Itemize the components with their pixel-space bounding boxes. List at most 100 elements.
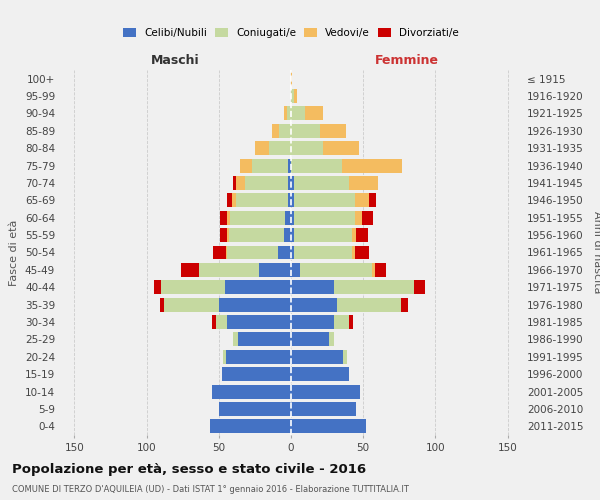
Bar bbox=[212, 315, 291, 329]
Bar bbox=[227, 194, 291, 207]
Bar bbox=[272, 124, 291, 138]
Bar bbox=[291, 384, 360, 398]
Bar bbox=[291, 124, 320, 138]
Bar bbox=[291, 194, 355, 207]
Bar bbox=[213, 246, 291, 260]
Bar bbox=[291, 211, 373, 224]
Bar bbox=[232, 194, 291, 207]
Bar bbox=[291, 246, 294, 260]
Bar bbox=[291, 367, 349, 381]
Bar bbox=[284, 106, 291, 120]
Bar bbox=[233, 332, 291, 346]
Bar bbox=[291, 280, 334, 294]
Bar bbox=[252, 158, 291, 172]
Bar bbox=[291, 176, 294, 190]
Bar bbox=[288, 158, 291, 172]
Bar bbox=[219, 402, 291, 416]
Bar bbox=[210, 420, 291, 434]
Legend: Celibi/Nubili, Coniugati/e, Vedovi/e, Divorziati/e: Celibi/Nubili, Coniugati/e, Vedovi/e, Di… bbox=[121, 26, 461, 40]
Bar bbox=[291, 315, 334, 329]
Bar bbox=[291, 72, 292, 86]
Bar bbox=[199, 263, 291, 277]
Bar bbox=[291, 158, 341, 172]
Bar bbox=[291, 142, 359, 155]
Bar bbox=[210, 420, 291, 434]
Bar bbox=[291, 263, 372, 277]
Bar bbox=[291, 384, 360, 398]
Bar bbox=[241, 158, 291, 172]
Bar bbox=[223, 350, 291, 364]
Bar bbox=[219, 298, 291, 312]
Bar bbox=[291, 211, 294, 224]
Bar bbox=[291, 298, 408, 312]
Bar bbox=[291, 384, 360, 398]
Bar bbox=[259, 263, 291, 277]
Bar bbox=[222, 367, 291, 381]
Bar bbox=[212, 384, 291, 398]
Bar bbox=[291, 420, 366, 434]
Bar bbox=[291, 367, 349, 381]
Bar bbox=[291, 194, 369, 207]
Bar bbox=[291, 367, 349, 381]
Bar bbox=[227, 211, 291, 224]
Bar bbox=[220, 211, 291, 224]
Bar bbox=[291, 228, 294, 242]
Bar bbox=[199, 263, 291, 277]
Text: Maschi: Maschi bbox=[151, 54, 200, 68]
Bar bbox=[222, 367, 291, 381]
Bar bbox=[291, 315, 349, 329]
Bar bbox=[291, 176, 377, 190]
Bar bbox=[284, 228, 291, 242]
Bar bbox=[291, 315, 349, 329]
Bar bbox=[210, 420, 291, 434]
Bar bbox=[291, 332, 334, 346]
Bar bbox=[291, 106, 323, 120]
Bar bbox=[216, 315, 291, 329]
Text: Femmine: Femmine bbox=[374, 54, 439, 68]
Bar bbox=[219, 402, 291, 416]
Bar bbox=[181, 263, 291, 277]
Bar bbox=[291, 280, 425, 294]
Bar bbox=[291, 298, 401, 312]
Bar bbox=[269, 142, 291, 155]
Bar bbox=[255, 142, 291, 155]
Bar bbox=[291, 263, 299, 277]
Bar bbox=[291, 420, 366, 434]
Bar bbox=[291, 298, 401, 312]
Bar bbox=[291, 402, 356, 416]
Bar bbox=[291, 211, 362, 224]
Bar bbox=[216, 315, 291, 329]
Bar bbox=[288, 176, 291, 190]
Text: Popolazione per età, sesso e stato civile - 2016: Popolazione per età, sesso e stato civil… bbox=[12, 462, 366, 475]
Bar bbox=[291, 176, 377, 190]
Bar bbox=[222, 367, 291, 381]
Bar bbox=[161, 280, 291, 294]
Bar bbox=[220, 228, 291, 242]
Bar bbox=[291, 194, 376, 207]
Bar bbox=[291, 124, 346, 138]
Bar bbox=[161, 280, 291, 294]
Bar bbox=[291, 332, 334, 346]
Bar bbox=[291, 158, 402, 172]
Bar bbox=[241, 158, 291, 172]
Bar bbox=[291, 142, 359, 155]
Bar bbox=[224, 280, 291, 294]
Bar bbox=[227, 315, 291, 329]
Bar bbox=[278, 246, 291, 260]
Bar bbox=[287, 106, 291, 120]
Bar bbox=[233, 176, 291, 190]
Bar bbox=[291, 298, 337, 312]
Bar bbox=[291, 106, 305, 120]
Bar bbox=[291, 194, 294, 207]
Bar bbox=[291, 402, 356, 416]
Bar bbox=[291, 350, 347, 364]
Bar bbox=[233, 332, 291, 346]
Bar bbox=[226, 350, 291, 364]
Bar bbox=[291, 315, 353, 329]
Bar bbox=[291, 263, 375, 277]
Bar bbox=[291, 124, 346, 138]
Bar bbox=[291, 246, 352, 260]
Bar bbox=[291, 332, 334, 346]
Bar bbox=[288, 194, 291, 207]
Bar bbox=[291, 106, 323, 120]
